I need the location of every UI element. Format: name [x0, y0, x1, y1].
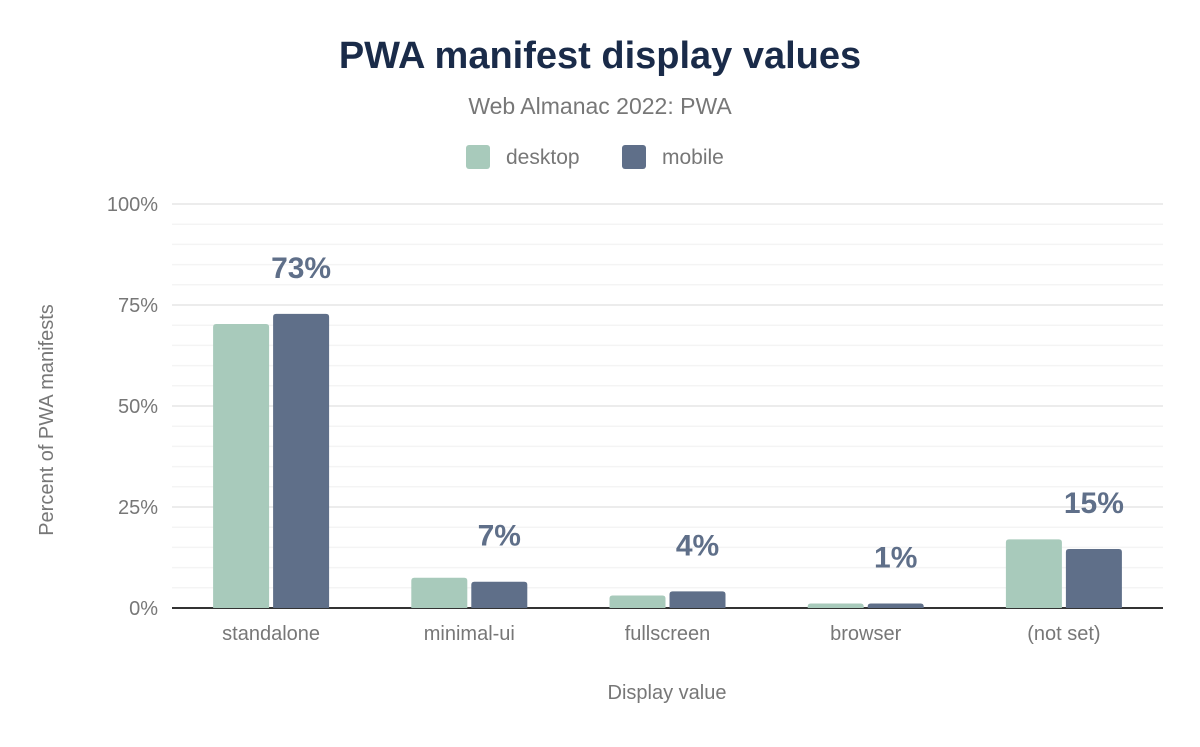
legend-swatch-mobile — [622, 145, 646, 169]
bar-desktop — [807, 603, 864, 608]
y-tick-label: 75% — [118, 295, 158, 317]
data-label: 4% — [676, 529, 719, 562]
y-tick-label: 25% — [118, 497, 158, 519]
bar-mobile — [867, 603, 924, 608]
bar-mobile — [273, 313, 330, 608]
x-tick-label: (not set) — [1027, 623, 1100, 645]
x-tick-label: standalone — [222, 623, 320, 645]
data-label: 15% — [1064, 487, 1124, 520]
y-tick-labels: 0% 25% 50% 75% 100% — [107, 194, 158, 620]
gridlines — [172, 203, 1163, 609]
bar-desktop — [411, 577, 468, 608]
x-tick-label: fullscreen — [625, 623, 711, 645]
data-labels: 73% 7% 4% 1% 15% — [271, 252, 1124, 575]
legend: desktop mobile — [466, 145, 724, 169]
chart-title: PWA manifest display values — [339, 35, 861, 77]
bar-mobile — [669, 591, 726, 608]
legend-label-desktop: desktop — [506, 146, 580, 169]
legend-label-mobile: mobile — [662, 146, 724, 169]
x-tick-label: minimal-ui — [424, 623, 515, 645]
bar-desktop — [1005, 539, 1062, 608]
data-label: 7% — [478, 520, 521, 553]
x-tick-labels: standalone minimal-ui fullscreen browser (no… — [222, 623, 1100, 645]
data-label: 1% — [874, 542, 917, 575]
data-label: 73% — [271, 252, 331, 285]
chart-subtitle: Web Almanac 2022: PWA — [468, 93, 732, 119]
y-axis-label: Percent of PWA manifests — [36, 304, 58, 536]
bar-desktop — [213, 323, 270, 608]
bars — [213, 313, 1122, 608]
y-tick-label: 0% — [129, 598, 158, 620]
bar-desktop — [609, 595, 666, 608]
y-tick-label: 50% — [118, 396, 158, 418]
bar-mobile — [1065, 549, 1122, 608]
legend-swatch-desktop — [466, 145, 490, 169]
bar-mobile — [471, 581, 528, 608]
y-tick-label: 100% — [107, 194, 158, 216]
x-axis-label: Display value — [608, 682, 727, 704]
x-tick-label: browser — [830, 623, 901, 645]
